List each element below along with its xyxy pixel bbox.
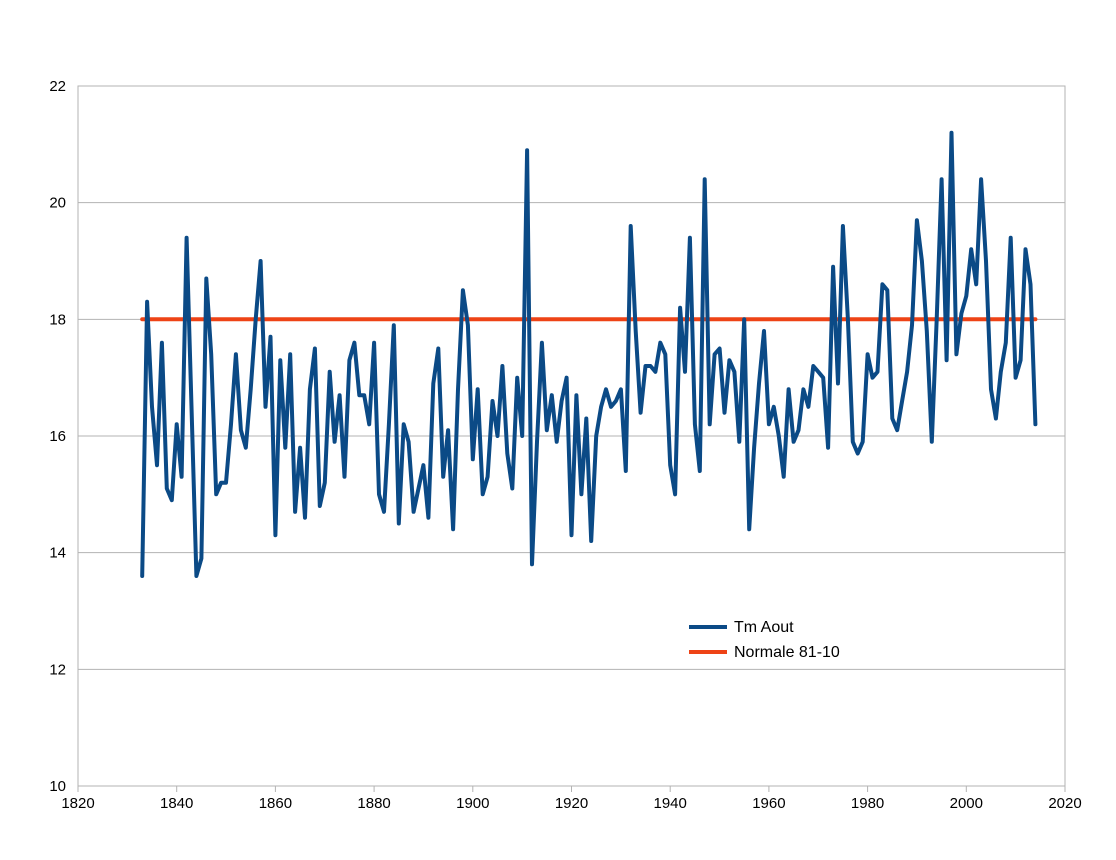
x-tick-label: 1860 [259, 795, 292, 812]
x-tick-label: 1900 [456, 795, 489, 812]
y-tick-label: 22 [49, 78, 66, 95]
x-tick-label: 1840 [160, 795, 193, 812]
legend: Tm Aout Normale 81-10 [689, 619, 840, 661]
x-tick-label: 1820 [61, 795, 94, 812]
y-tick-label: 14 [49, 545, 66, 562]
x-axis-ticks: 1820 1840 1860 1880 1900 1920 1940 1960 1980 2000… [61, 786, 1082, 812]
legend-label-tm-aout: Tm Aout [734, 619, 794, 636]
y-tick-label: 10 [49, 778, 66, 795]
y-tick-label: 12 [49, 661, 66, 678]
x-tick-label: 1920 [555, 795, 588, 812]
y-tick-label: 20 [49, 195, 66, 212]
x-tick-label: 2020 [1048, 795, 1081, 812]
series-group [140, 130, 1038, 578]
x-tick-label: 2000 [950, 795, 983, 812]
x-tick-label: 1880 [357, 795, 390, 812]
y-tick-label: 18 [49, 311, 66, 328]
x-tick-label: 1980 [851, 795, 884, 812]
y-axis-ticks: 10 12 14 16 18 20 22 [49, 78, 66, 795]
series-line-tm-aout [140, 130, 1038, 578]
legend-label-normale: Normale 81-10 [734, 644, 840, 661]
x-tick-label: 1940 [654, 795, 687, 812]
y-tick-label: 16 [49, 428, 66, 445]
x-tick-label: 1960 [752, 795, 785, 812]
